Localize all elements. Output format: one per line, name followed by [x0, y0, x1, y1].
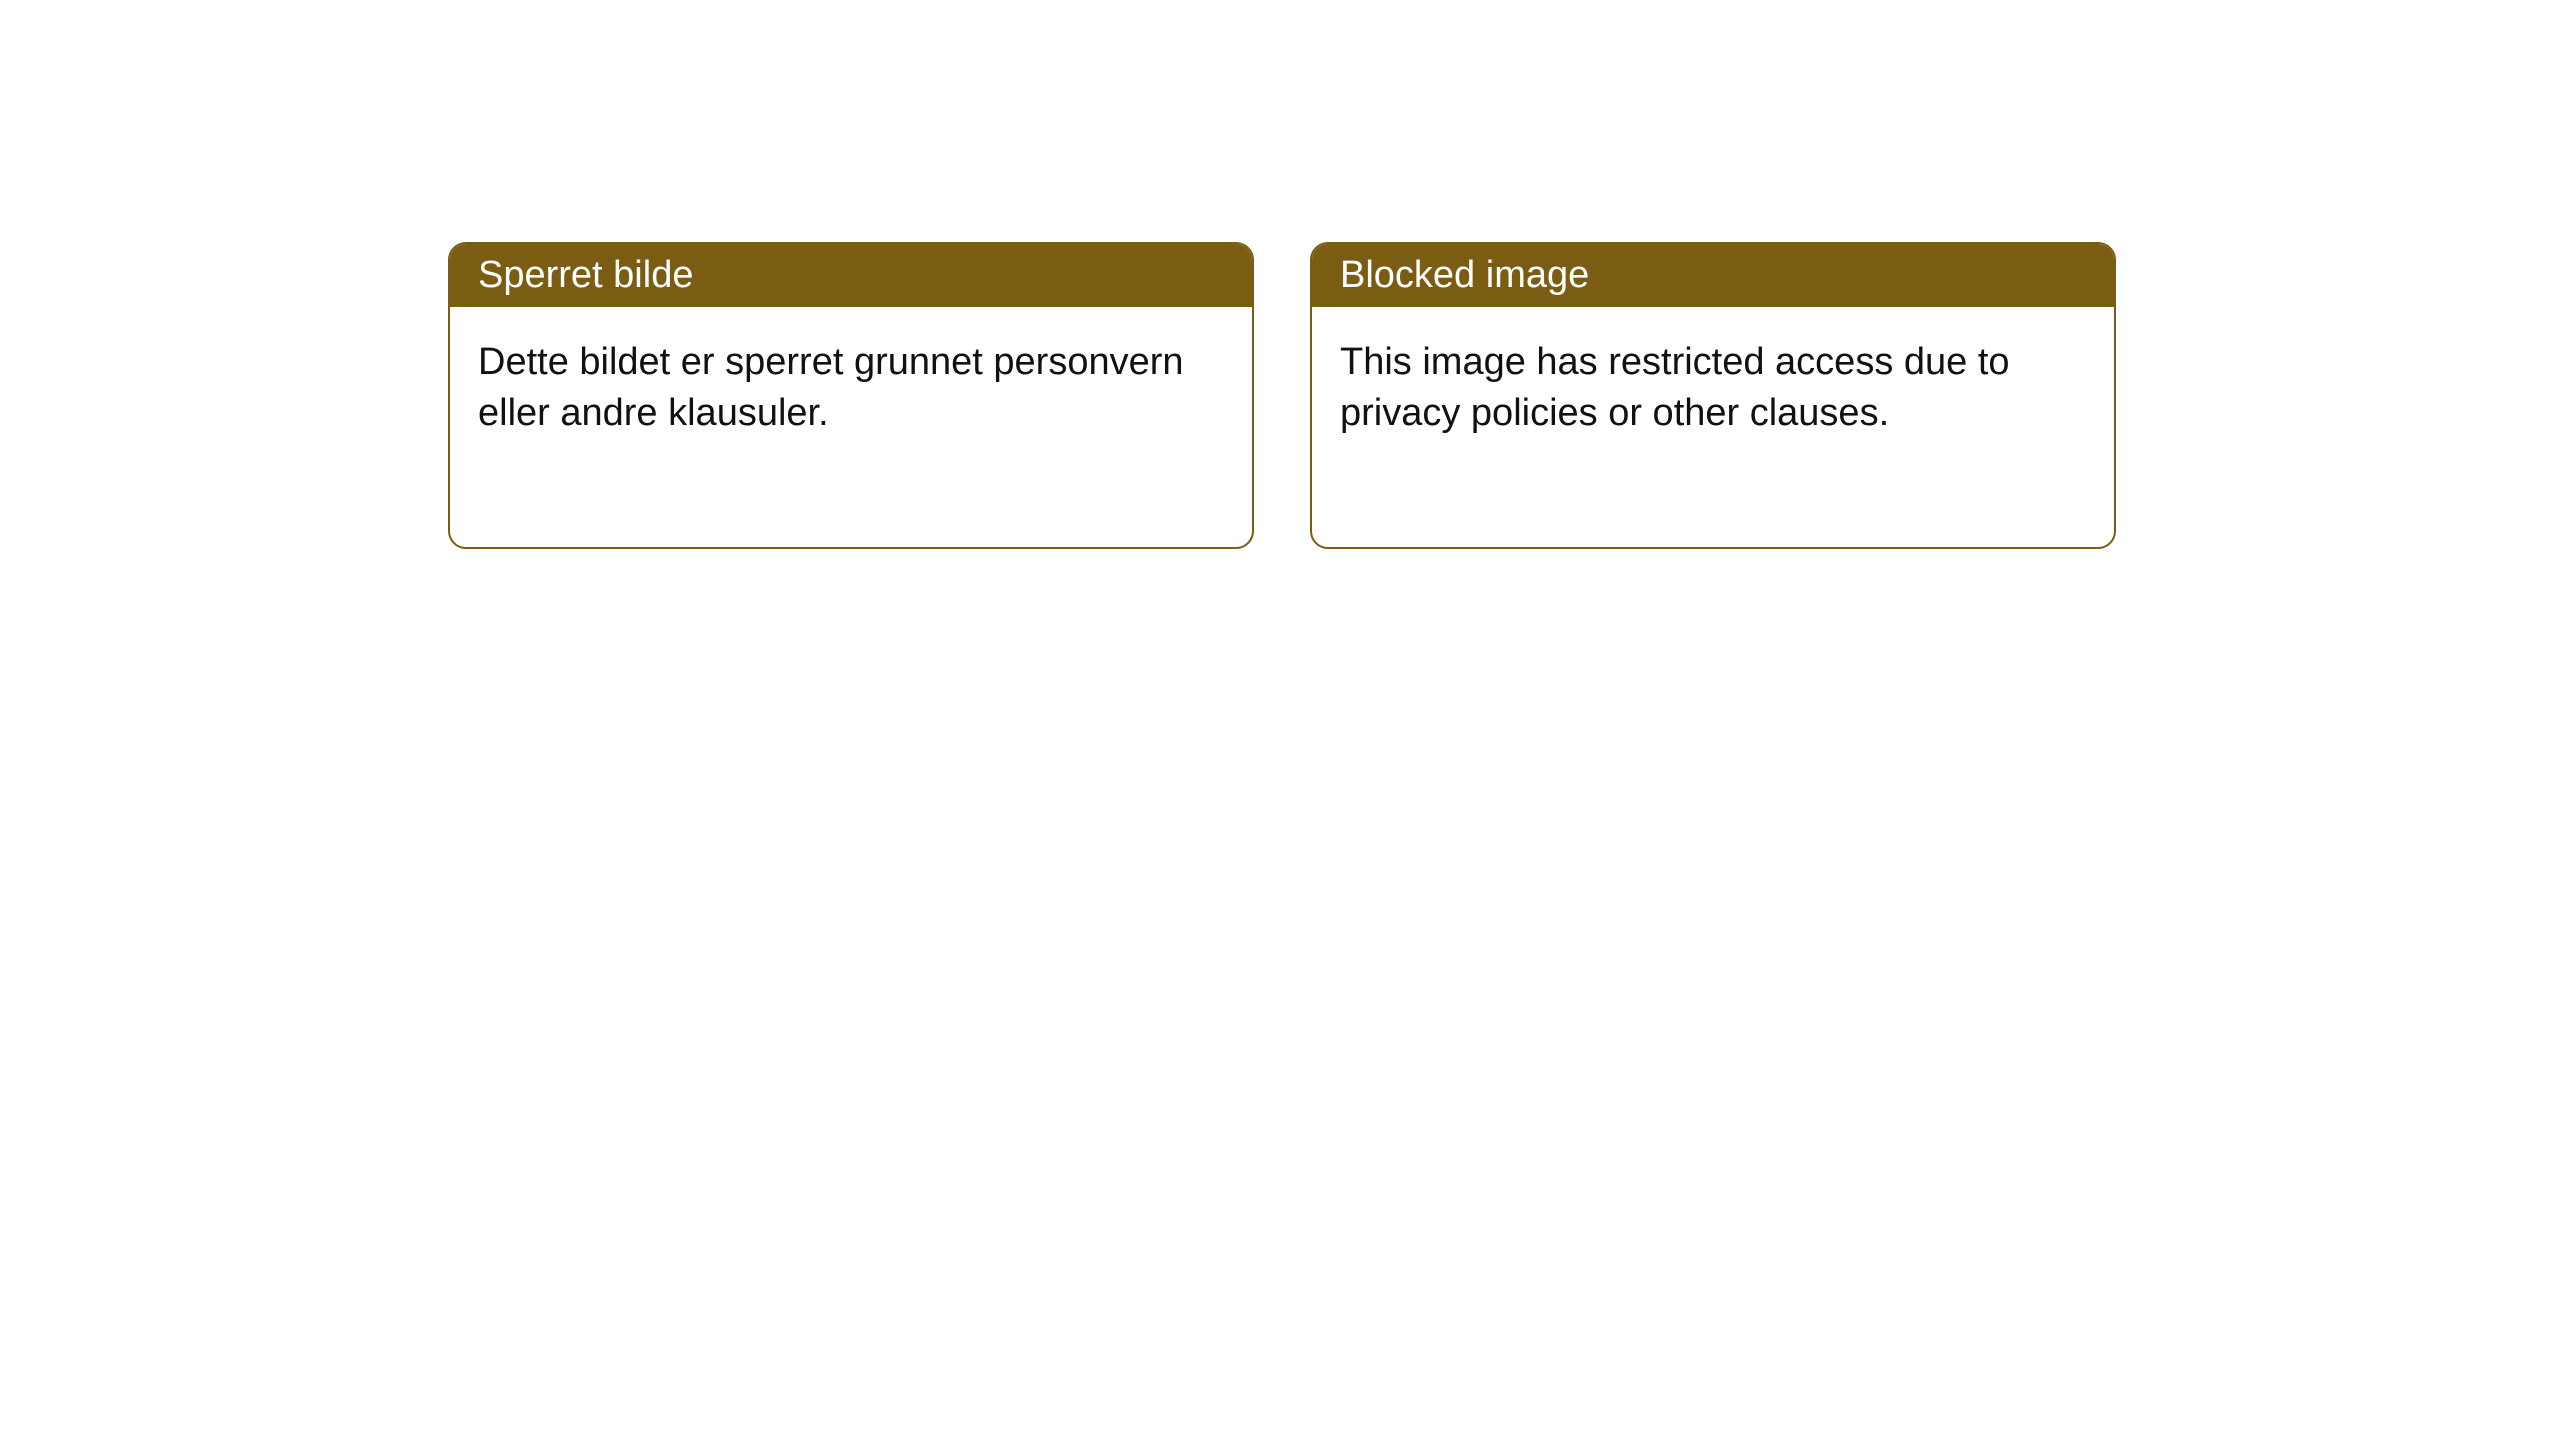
- notice-card-english: Blocked image This image has restricted …: [1310, 242, 2116, 549]
- notice-title: Blocked image: [1340, 254, 1589, 296]
- notice-container: Sperret bilde Dette bildet er sperret gr…: [448, 242, 2116, 549]
- notice-body: This image has restricted access due to …: [1312, 307, 2114, 547]
- notice-body-text: Dette bildet er sperret grunnet personve…: [478, 341, 1184, 434]
- notice-header: Blocked image: [1312, 244, 2114, 307]
- notice-body: Dette bildet er sperret grunnet personve…: [450, 307, 1252, 547]
- notice-body-text: This image has restricted access due to …: [1340, 341, 2010, 434]
- notice-title: Sperret bilde: [478, 254, 693, 296]
- notice-card-norwegian: Sperret bilde Dette bildet er sperret gr…: [448, 242, 1254, 549]
- notice-header: Sperret bilde: [450, 244, 1252, 307]
